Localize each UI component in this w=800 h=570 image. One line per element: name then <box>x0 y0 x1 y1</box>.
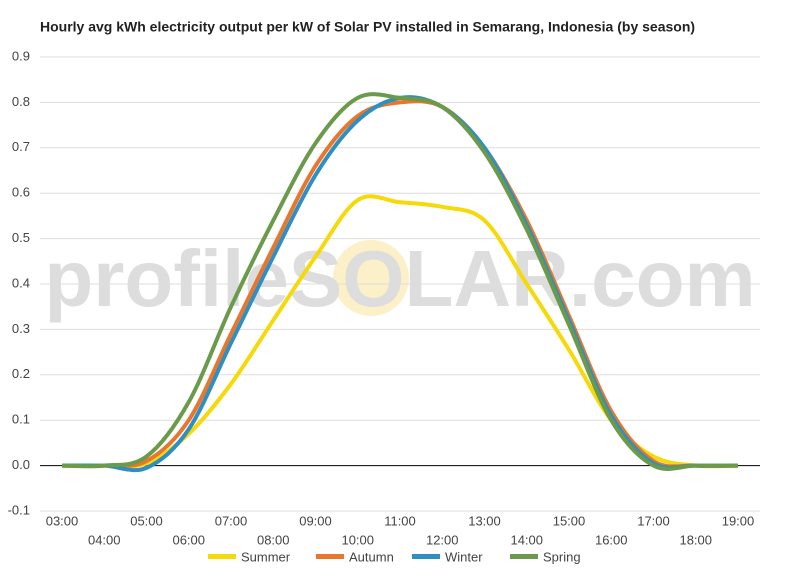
x-tick-label: 09:00 <box>299 513 332 528</box>
chart-title: Hourly avg kWh electricity output per kW… <box>40 19 695 35</box>
y-tick-label: 0.2 <box>12 366 30 381</box>
legend-swatch <box>510 554 538 559</box>
legend-swatch <box>412 554 440 559</box>
legend-label: Summer <box>241 549 291 564</box>
x-tick-label: 19:00 <box>722 513 755 528</box>
x-tick-label: 17:00 <box>637 513 670 528</box>
x-tick-label: 13:00 <box>468 513 501 528</box>
x-tick-label: 14:00 <box>510 532 543 547</box>
y-tick-label: 0.4 <box>12 275 30 290</box>
y-tick-label: 0.5 <box>12 230 30 245</box>
legend-swatch <box>316 554 344 559</box>
x-tick-label: 16:00 <box>595 532 628 547</box>
x-tick-label: 18:00 <box>679 532 712 547</box>
y-tick-label: 0.6 <box>12 185 30 200</box>
y-tick-label: 0.1 <box>12 412 30 427</box>
x-tick-label: 11:00 <box>384 513 416 528</box>
series-line <box>61 92 738 471</box>
x-tick-label: 12:00 <box>426 532 459 547</box>
series-line <box>61 99 739 469</box>
y-tick-label: 0.8 <box>12 94 30 109</box>
y-tick-label: 0.0 <box>12 457 30 472</box>
y-tick-label: 0.9 <box>12 48 30 63</box>
watermark-sun <box>333 240 409 316</box>
watermark: profileSOLAR.com <box>44 234 755 323</box>
legend-label: Winter <box>445 549 483 564</box>
y-tick-label: -0.1 <box>8 502 30 517</box>
x-tick-label: 07:00 <box>215 513 248 528</box>
x-tick-label: 15:00 <box>553 513 586 528</box>
x-tick-label: 10:00 <box>341 532 374 547</box>
x-tick-label: 03:00 <box>46 513 79 528</box>
legend-label: Autumn <box>349 549 394 564</box>
x-tick-label: 06:00 <box>172 532 205 547</box>
legend-swatch <box>208 554 236 559</box>
x-tick-label: 05:00 <box>130 513 163 528</box>
y-tick-label: 0.3 <box>12 321 30 336</box>
y-tick-label: 0.7 <box>12 139 30 154</box>
x-tick-label: 08:00 <box>257 532 290 547</box>
legend-label: Spring <box>543 549 581 564</box>
x-tick-label: 04:00 <box>88 532 121 547</box>
